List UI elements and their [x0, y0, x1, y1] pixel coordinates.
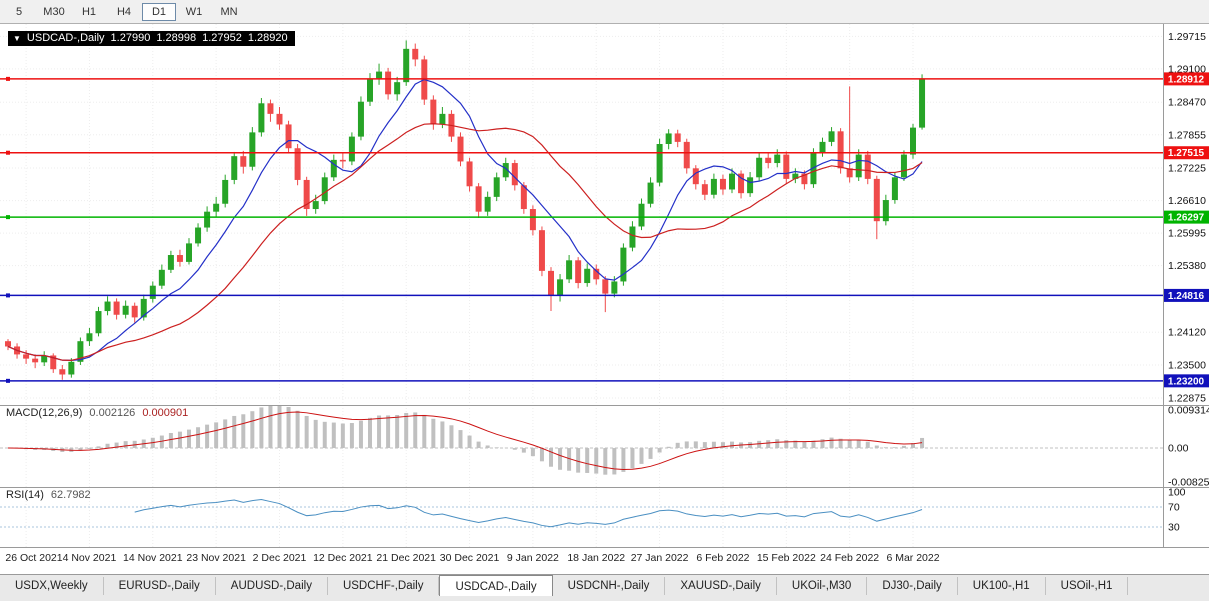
- chart-area[interactable]: 1.29715 1.29100 1.28470 1.27855 1.27225 1.266…: [0, 24, 1209, 574]
- chart-tab[interactable]: USDCHF-,Daily: [328, 577, 440, 595]
- quote-high: 1.28998: [156, 32, 197, 44]
- macd-signal-line: [7, 411, 923, 470]
- svg-text:30 Dec 2021: 30 Dec 2021: [440, 552, 500, 564]
- svg-text:21 Dec 2021: 21 Dec 2021: [376, 552, 436, 564]
- svg-text:0.00: 0.00: [1168, 443, 1189, 455]
- svg-text:1.25380: 1.25380: [1168, 260, 1206, 272]
- svg-text:-0.008256: -0.008256: [1168, 476, 1209, 488]
- timeframe-button-w1[interactable]: W1: [185, 5, 203, 18]
- macd-main-value: 0.002126: [89, 407, 136, 419]
- ma-fast-line: [7, 78, 923, 361]
- macd-signal-value: 0.000901: [142, 407, 189, 419]
- chart-tab[interactable]: AUDUSD-,Daily: [216, 577, 328, 595]
- line-handle[interactable]: [6, 378, 10, 383]
- rsi-line: [134, 499, 923, 528]
- svg-text:1.27225: 1.27225: [1168, 163, 1206, 175]
- svg-text:1.26610: 1.26610: [1168, 195, 1206, 207]
- timeframe-button-h1[interactable]: H1: [81, 5, 97, 18]
- svg-text:1.28470: 1.28470: [1168, 97, 1206, 109]
- svg-text:15 Feb 2022: 15 Feb 2022: [757, 552, 816, 564]
- chart-tab[interactable]: USDCNH-,Daily: [553, 577, 666, 595]
- chart-tabs-bar: USDX,Weekly EURUSD-,Daily AUDUSD-,Daily USD…: [0, 574, 1209, 601]
- candlesticks: [5, 40, 926, 380]
- svg-text:1.24120: 1.24120: [1168, 327, 1206, 339]
- svg-text:1.26297: 1.26297: [1168, 213, 1205, 224]
- timeframe-button-m30[interactable]: M30: [43, 5, 65, 18]
- svg-text:6 Mar 2022: 6 Mar 2022: [886, 552, 939, 564]
- svg-text:1.25995: 1.25995: [1168, 228, 1206, 240]
- quote-open: 1.27990: [110, 32, 151, 44]
- timeframe-button-5[interactable]: 5: [15, 5, 23, 18]
- svg-text:4 Nov 2021: 4 Nov 2021: [63, 552, 117, 564]
- rsi-name: RSI(14): [6, 489, 44, 501]
- svg-text:12 Dec 2021: 12 Dec 2021: [313, 552, 373, 564]
- line-handle[interactable]: [6, 76, 10, 81]
- chart-tab[interactable]: USDX,Weekly: [0, 577, 104, 595]
- svg-text:70: 70: [1168, 502, 1180, 514]
- dropdown-arrow-icon: ▼: [13, 33, 21, 43]
- timeframe-button-mn[interactable]: MN: [220, 5, 238, 18]
- price-badge: [1164, 72, 1209, 86]
- timeframe-button-h4[interactable]: H4: [116, 5, 132, 18]
- price-chart[interactable]: 1.297151.291001.284701.278551.272251.266…: [0, 24, 1209, 574]
- chart-tab[interactable]: USDCAD-,Daily: [439, 575, 553, 596]
- svg-text:1.24816: 1.24816: [1168, 291, 1205, 302]
- svg-text:18 Jan 2022: 18 Jan 2022: [567, 552, 625, 564]
- price-badge: [1164, 374, 1209, 388]
- macd-indicator-label: MACD(12,26,9) 0.002126 0.000901: [6, 407, 188, 419]
- svg-text:1.22875: 1.22875: [1168, 393, 1206, 405]
- svg-text:1.29715: 1.29715: [1168, 31, 1206, 43]
- macd-name: MACD(12,26,9): [6, 407, 83, 419]
- rsi-value: 62.7982: [50, 489, 91, 501]
- chart-tab[interactable]: EURUSD-,Daily: [104, 577, 216, 595]
- svg-text:9 Jan 2022: 9 Jan 2022: [507, 552, 559, 564]
- svg-text:24 Feb 2022: 24 Feb 2022: [820, 552, 879, 564]
- quote-low: 1.27952: [202, 32, 242, 44]
- price-badge: [1164, 146, 1209, 160]
- rsi-indicator-label: RSI(14) 62.7982: [6, 489, 91, 501]
- quote-symbol: USDCAD-,Daily: [26, 32, 105, 44]
- chart-tab[interactable]: XAUUSD-,Daily: [665, 577, 777, 595]
- svg-text:100: 100: [1168, 487, 1186, 499]
- svg-text:27 Jan 2022: 27 Jan 2022: [631, 552, 689, 564]
- line-handle[interactable]: [6, 293, 10, 298]
- svg-text:23 Nov 2021: 23 Nov 2021: [186, 552, 246, 564]
- svg-text:26 Oct 2021: 26 Oct 2021: [5, 552, 62, 564]
- timeframe-button-group: 5 M30 H1 H4 D1 W1 MN: [2, 2, 247, 21]
- svg-text:1.27515: 1.27515: [1168, 148, 1205, 159]
- line-handle[interactable]: [6, 150, 10, 155]
- svg-text:6 Feb 2022: 6 Feb 2022: [696, 552, 749, 564]
- price-badge: [1164, 288, 1209, 302]
- svg-text:14 Nov 2021: 14 Nov 2021: [123, 552, 183, 564]
- svg-text:1.23200: 1.23200: [1168, 376, 1205, 387]
- line-handle[interactable]: [6, 215, 10, 220]
- svg-text:1.28912: 1.28912: [1168, 74, 1205, 85]
- price-badge: [1164, 210, 1209, 224]
- svg-text:2 Dec 2021: 2 Dec 2021: [253, 552, 307, 564]
- svg-text:1.27855: 1.27855: [1168, 129, 1206, 141]
- svg-text:1.23500: 1.23500: [1168, 359, 1206, 371]
- timeframe-button-d1[interactable]: D1: [142, 2, 176, 21]
- chart-tab[interactable]: DJ30-,Daily: [867, 577, 958, 595]
- chart-quote-box[interactable]: ▼ USDCAD-,Daily 1.27990 1.28998 1.27952 …: [8, 31, 295, 46]
- svg-text:0.009314: 0.009314: [1168, 404, 1209, 416]
- chart-tab[interactable]: USOil-,H1: [1046, 577, 1129, 595]
- chart-tab[interactable]: UK100-,H1: [958, 577, 1046, 595]
- quote-close: 1.28920: [247, 32, 288, 44]
- chart-tab[interactable]: UKOil-,M30: [777, 577, 868, 595]
- timeframe-toolbar: 5 M30 H1 H4 D1 W1 MN: [0, 0, 1209, 24]
- ma-slow-line: [7, 123, 923, 361]
- svg-text:30: 30: [1168, 522, 1180, 534]
